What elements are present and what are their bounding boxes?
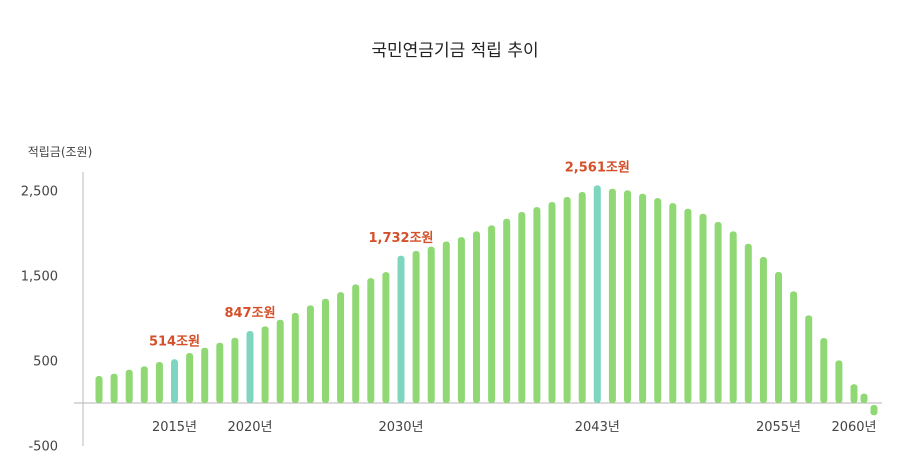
bar-2030 <box>397 255 405 403</box>
bar-2027 <box>352 284 360 403</box>
bar-2039 <box>533 207 541 403</box>
bar-2038 <box>518 212 526 403</box>
bar-2028 <box>367 278 375 403</box>
bar-2062 <box>870 405 878 416</box>
bar-2042 <box>578 192 586 403</box>
bar-2037 <box>503 218 511 403</box>
bar-2014 <box>155 362 163 403</box>
bar-2017 <box>201 347 209 403</box>
bar-2051 <box>714 222 722 403</box>
bar-2056 <box>790 291 798 403</box>
bar-2043 <box>593 185 601 403</box>
data-label-2020: 847조원 <box>224 306 275 321</box>
bar-2044 <box>608 188 616 403</box>
y-tick-label: 2,500 <box>21 185 58 200</box>
bar-2015 <box>171 359 178 403</box>
data-label-2015: 514조원 <box>149 334 200 349</box>
x-tick-label: 2060년 <box>831 420 876 435</box>
bar-2059 <box>835 360 843 403</box>
bar-2052 <box>729 231 737 403</box>
bar-2053 <box>744 243 752 403</box>
chart-title: 국민연금기금 적립 추이 <box>371 41 538 61</box>
bar-2050 <box>699 213 707 403</box>
bar-2041 <box>563 197 571 403</box>
bar-2033 <box>442 241 450 403</box>
bar-2018 <box>216 342 224 403</box>
bar-2021 <box>261 326 269 403</box>
bar-2057 <box>805 315 813 403</box>
bar-2011 <box>110 373 118 403</box>
bar-2047 <box>654 198 662 403</box>
bar-2048 <box>669 203 677 403</box>
bar-2022 <box>276 319 284 403</box>
bar-2060 <box>850 384 858 403</box>
bar-2049 <box>684 208 692 403</box>
data-label-2030: 1,732조원 <box>368 231 433 246</box>
bar-2026 <box>337 292 345 403</box>
bar-2032 <box>427 246 435 403</box>
bar-2024 <box>306 305 314 403</box>
bar-2046 <box>639 193 647 403</box>
y-tick-label: 500 <box>33 355 58 370</box>
bar-2040 <box>548 202 556 403</box>
bar-2020 <box>246 331 254 403</box>
y-tick-label: 1,500 <box>21 270 58 285</box>
bar-2023 <box>291 312 299 403</box>
bar-2031 <box>412 250 420 403</box>
x-tick-label: 2043년 <box>575 420 620 435</box>
bar-2055 <box>775 272 782 403</box>
bar-2016 <box>186 353 194 403</box>
y-axis-label: 적립금(조원) <box>28 145 93 159</box>
x-tick-label: 2020년 <box>227 420 272 435</box>
bar-2012 <box>125 369 133 403</box>
bar-2061 <box>860 393 868 403</box>
bar-2029 <box>382 272 390 403</box>
data-label-2043: 2,561조원 <box>565 160 630 175</box>
bar-2025 <box>322 298 329 403</box>
bar-2036 <box>488 225 496 403</box>
bar-2045 <box>624 190 631 403</box>
bar-2054 <box>759 257 767 403</box>
bar-2034 <box>457 237 465 403</box>
x-tick-label: 2030년 <box>378 420 423 435</box>
bar-2058 <box>820 338 828 403</box>
x-tick-label: 2055년 <box>756 420 801 435</box>
bar-2019 <box>231 337 239 403</box>
y-tick-label: -500 <box>28 440 58 455</box>
x-tick-label: 2015년 <box>152 420 197 435</box>
bar-2035 <box>473 231 480 403</box>
bar-2010 <box>95 376 103 403</box>
bar-2013 <box>140 366 148 403</box>
